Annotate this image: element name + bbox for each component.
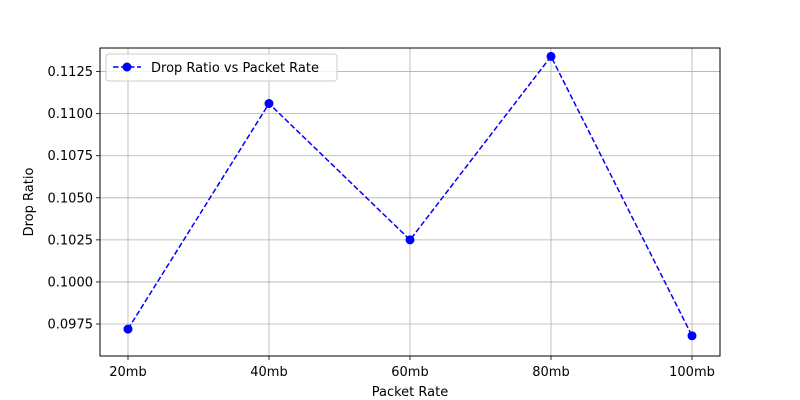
series-layer — [123, 51, 697, 341]
axis-ticks: 20mb 40mb 60mb 80mb 100mb 0.0975 0.1000 0.1025 0… — [48, 65, 715, 380]
legend-box — [105, 53, 338, 82]
y-tick-label: 0.1050 — [48, 191, 94, 206]
x-tick-label: 40mb — [250, 365, 287, 380]
data-point — [546, 51, 556, 61]
y-tick-label: 0.1075 — [48, 149, 94, 164]
grid — [100, 48, 720, 356]
data-point — [264, 99, 274, 109]
x-tick-label: 80mb — [532, 365, 569, 380]
y-tick-label: 0.1025 — [48, 233, 94, 248]
y-tick-label: 0.0975 — [48, 318, 94, 333]
x-tick-label: 20mb — [109, 365, 146, 380]
legend-label: Drop Ratio vs Packet Rate — [151, 61, 319, 76]
x-tick-label: 100mb — [669, 365, 715, 380]
y-tick-label: 0.1000 — [48, 275, 94, 290]
y-tick-label: 0.1125 — [48, 65, 94, 80]
y-tick-label: 0.1100 — [48, 107, 94, 122]
series-line — [127, 55, 693, 337]
data-point — [405, 235, 415, 245]
y-axis-label: Drop Ratio — [22, 168, 37, 237]
legend: Drop Ratio vs Packet Rate — [105, 53, 338, 82]
x-tick-label: 60mb — [391, 365, 428, 380]
x-axis-label: Packet Rate — [372, 385, 448, 400]
legend-marker-swatch — [122, 62, 132, 72]
data-point — [123, 324, 133, 334]
data-point — [687, 331, 697, 341]
